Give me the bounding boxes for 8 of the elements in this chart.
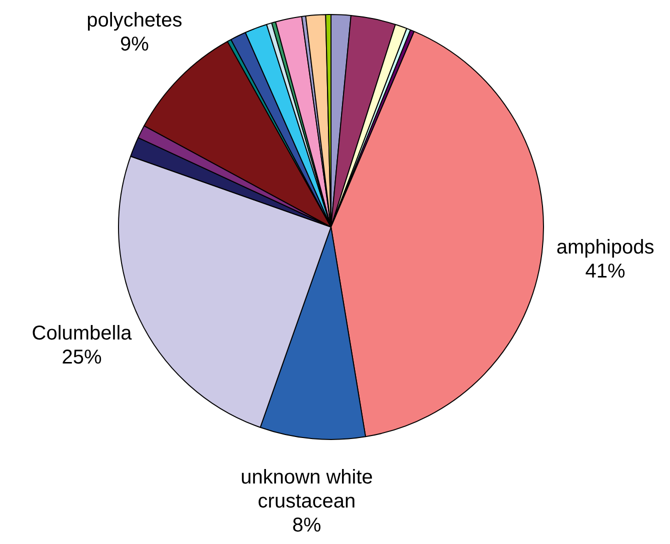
slice-label: polychetes (86, 9, 182, 32)
data-label: 9% (120, 33, 150, 56)
data-label: 25% (62, 346, 102, 369)
slice-label: amphipods (556, 236, 654, 258)
data-label: 41% (585, 260, 626, 282)
slice-label: unknown white crustacean (240, 466, 373, 513)
data-label: 8% (292, 514, 322, 537)
slice-label: Columbella (32, 322, 133, 345)
